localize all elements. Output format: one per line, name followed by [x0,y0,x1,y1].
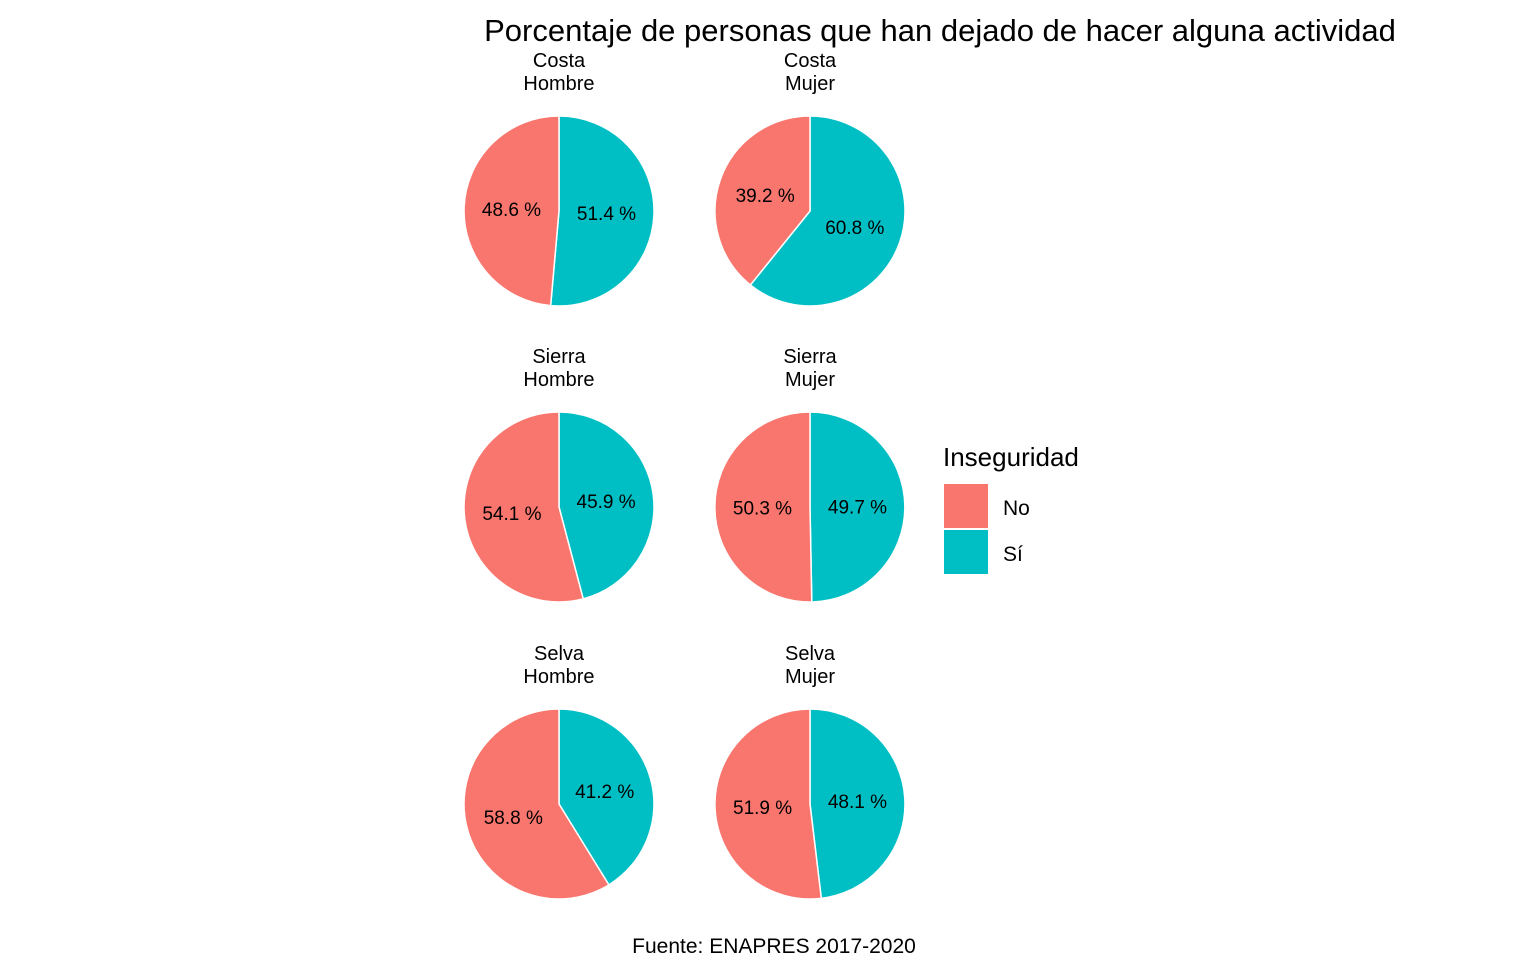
facet-strip-region: Costa [784,50,837,72]
pie-slice-si [749,115,906,307]
pie-slice-no [463,115,560,307]
facet-strip-sexo: Hombre [523,73,594,95]
pie-slice-si [809,708,906,900]
slice-label-no: 50.3 % [733,498,792,519]
facet-strip-sexo: Hombre [523,666,594,688]
caption-source: Fuente: ENAPRES 2017-2020 [632,935,916,958]
facet-strip-region: Sierra [783,346,837,368]
slice-label-si: 51.4 % [577,204,636,225]
slice-label-si: 60.8 % [825,218,884,239]
legend-swatch-no [944,484,988,528]
pie-slice-no [714,411,813,603]
pie-slice-si [549,115,655,307]
facet-strip-region: Sierra [532,346,586,368]
facet-strip-sexo: Mujer [785,73,835,95]
slice-label-no: 51.9 % [733,798,792,819]
pie-slice-no [714,708,823,900]
pie-slice-no [463,411,585,603]
slice-label-no: 48.6 % [482,200,541,221]
pie-slice-no [463,708,610,900]
slice-label-no: 54.1 % [482,504,541,525]
slice-label-no: 39.2 % [736,186,795,207]
legend-swatch-si [944,530,988,574]
chart-title: Porcentaje de personas que han dejado de… [484,13,1396,48]
slice-label-si: 45.9 % [577,492,636,513]
facet-strip-region: Selva [785,643,836,665]
legend-label-no: No [1003,497,1030,520]
legend: Inseguridad No Sí [943,442,1079,574]
facet-strip-sexo: Mujer [785,666,835,688]
legend-label-si: Sí [1003,543,1023,566]
facet-strip-region: Selva [534,643,585,665]
legend-title: Inseguridad [943,442,1079,472]
pie-slice-si [558,411,655,600]
pie-slice-si [558,708,655,886]
slice-label-si: 48.1 % [828,792,887,813]
slice-label-si: 41.2 % [575,782,634,803]
facet-strip-sexo: Mujer [785,369,835,391]
pie-slice-si [809,411,906,603]
pie-slice-no [714,115,811,287]
facet-strip-region: Costa [533,50,586,72]
slice-label-no: 58.8 % [484,808,543,829]
slice-label-si: 49.7 % [828,498,887,519]
facet-strip-sexo: Hombre [523,369,594,391]
